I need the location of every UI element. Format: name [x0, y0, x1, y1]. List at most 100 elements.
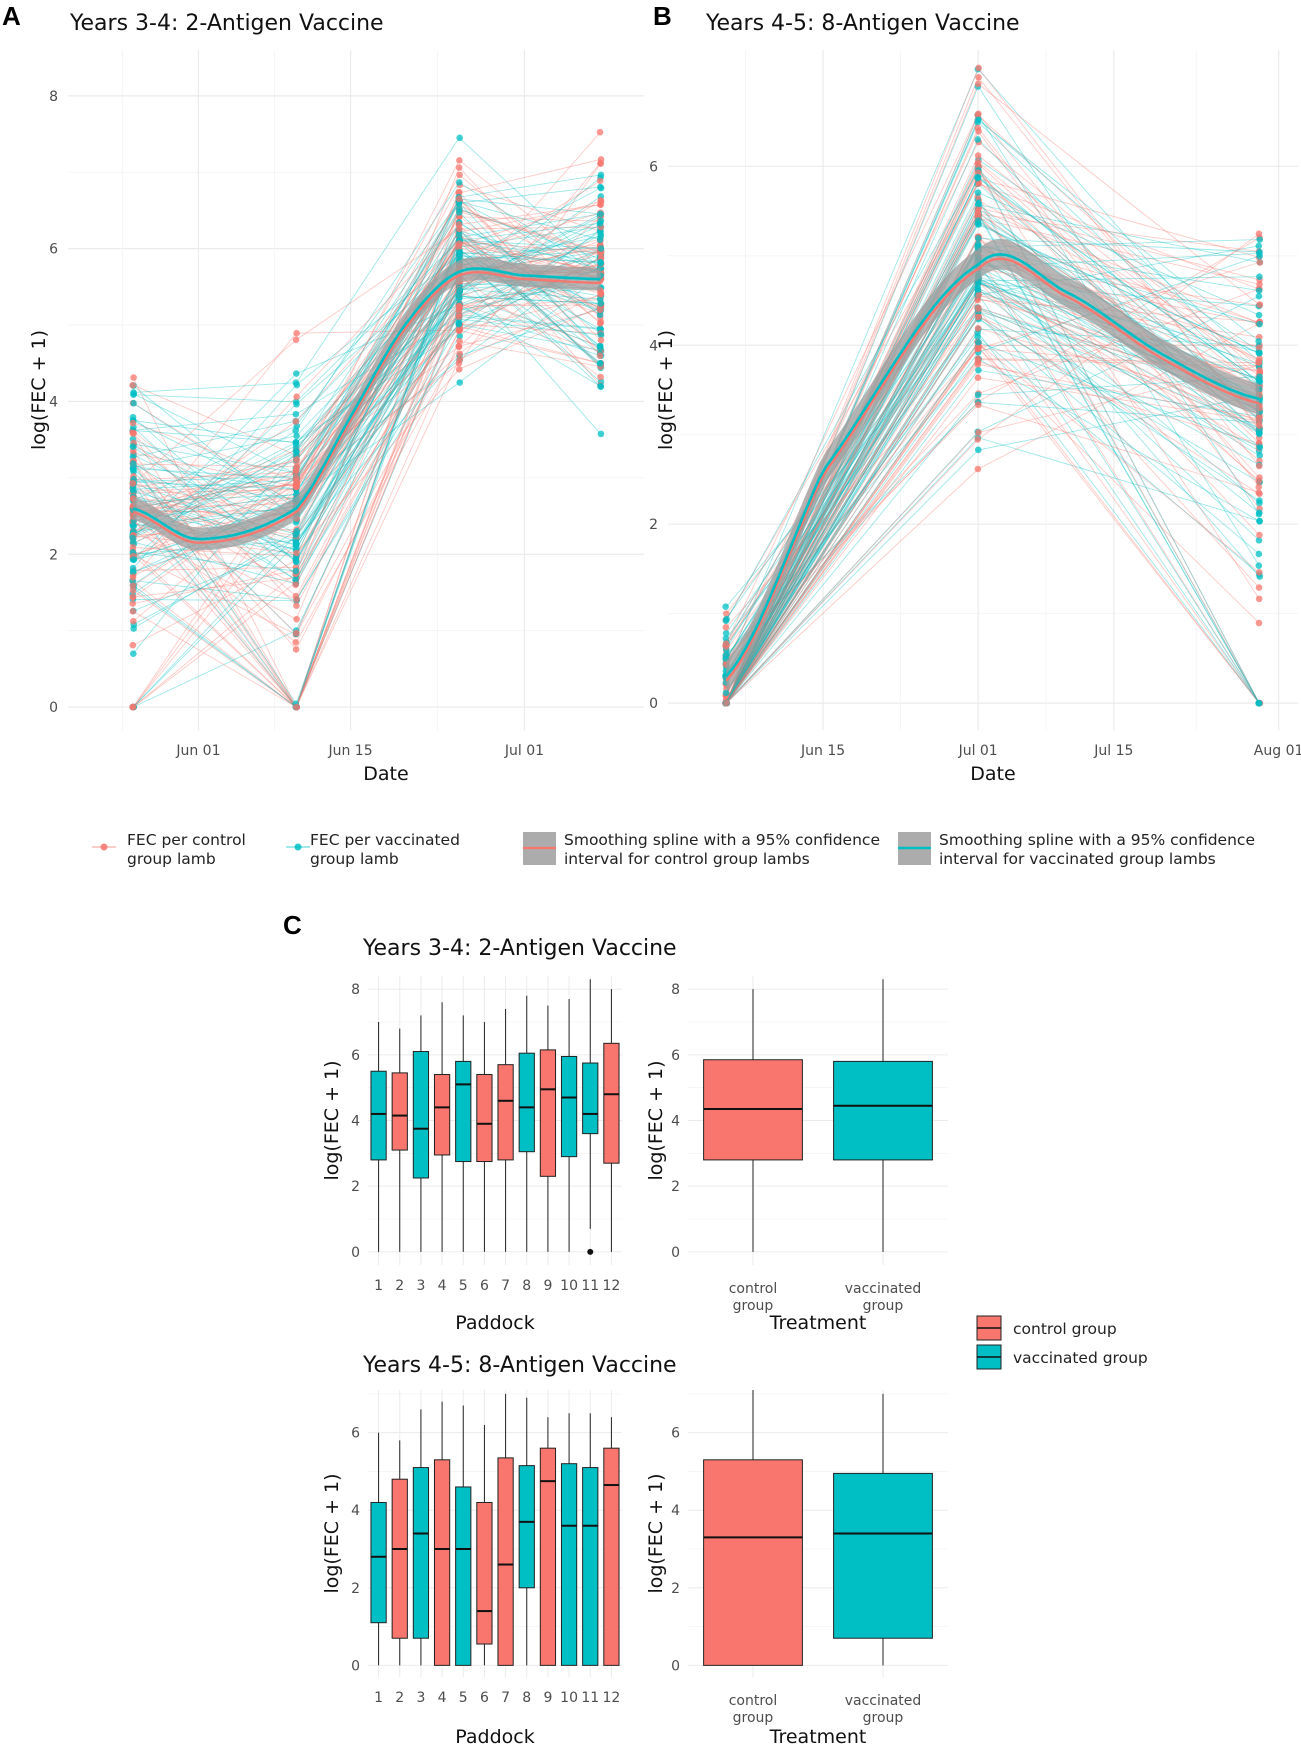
lamb-fec-point — [129, 534, 136, 542]
legend-control-point — [100, 843, 108, 851]
lamb-fec-point — [455, 221, 463, 228]
lamb-fec-point — [975, 291, 982, 299]
iqr-box — [497, 1064, 514, 1161]
lamb-fec-point — [1255, 477, 1263, 485]
lamb-trajectory-line — [132, 208, 601, 709]
lamb-trajectory-line — [132, 239, 601, 705]
lamb-fec-point — [292, 370, 300, 377]
lamb-fec-point — [292, 646, 300, 653]
legend-vacc-label-1: FEC per vaccinated — [310, 831, 460, 849]
lamb-fec-point — [292, 418, 300, 425]
lamb-trajectory-line — [725, 236, 1260, 704]
lamb-fec-point — [1255, 292, 1263, 300]
lamb-fec-point — [975, 221, 982, 228]
legend-c-vacc-label: vaccinated group — [1013, 1349, 1148, 1367]
lamb-trajectory-line — [133, 329, 601, 635]
lamb-trajectory-line — [132, 253, 601, 545]
lamb-trajectory-line — [132, 247, 601, 709]
y-tick-label: 4 — [671, 1114, 680, 1130]
y-tick-label: 6 — [351, 1426, 360, 1442]
lamb-fec-point — [129, 600, 137, 607]
y-tick-label: 4 — [649, 338, 658, 354]
x-tick-label: 8 — [522, 1278, 531, 1294]
lamb-trajectory-line — [725, 215, 1260, 704]
lamb-fec-point — [292, 581, 299, 589]
y-tick-label: 6 — [649, 159, 658, 175]
lamb-fec-point — [596, 320, 604, 327]
iqr-box — [703, 1459, 803, 1666]
lamb-fec-point — [722, 603, 729, 610]
lamb-trajectory-line — [725, 282, 1260, 704]
y-tick-label: 8 — [351, 982, 360, 998]
iqr-box — [539, 1447, 557, 1666]
lamb-fec-point — [129, 574, 137, 581]
x-tick-label: 9 — [543, 1278, 552, 1294]
lamb-fec-point — [597, 306, 604, 314]
panel-B-grid — [668, 50, 1298, 730]
iqr-box — [391, 1072, 408, 1151]
lamb-trajectory-line — [133, 250, 601, 534]
lamb-fec-point — [974, 436, 982, 443]
y-axis-title: log(FEC + 1) — [655, 330, 677, 450]
lamb-fec-point — [975, 401, 982, 409]
lamb-fec-point — [1255, 562, 1263, 570]
y-tick-label: 0 — [671, 1658, 680, 1674]
lamb-trajectory-line — [725, 236, 1260, 704]
x-tick-label: 6 — [480, 1278, 489, 1294]
x-tick-label: 8 — [522, 1690, 531, 1706]
lamb-fec-point — [1255, 422, 1263, 429]
lamb-fec-point — [974, 286, 981, 293]
lamb-fec-point — [722, 640, 730, 648]
lamb-trajectory-line — [132, 213, 601, 708]
y-tick-label: 6 — [671, 1426, 680, 1442]
panel-A-splines — [132, 257, 601, 551]
lamb-fec-point — [456, 379, 464, 386]
lamb-fec-point — [455, 319, 463, 327]
x-tick-label: 1 — [374, 1278, 383, 1294]
lamb-trajectory-line — [132, 293, 601, 709]
panel-letter-b: B — [653, 1, 672, 31]
lamb-trajectory-line — [132, 299, 601, 708]
boxplot-title: Years 4-5: 8-Antigen Vaccine — [362, 1353, 677, 1378]
lamb-trajectory-line — [133, 162, 601, 544]
lamb-fec-point — [130, 617, 137, 625]
lamb-trajectory-line — [132, 238, 601, 534]
iqr-box — [433, 1074, 451, 1156]
lamb-fec-point — [1255, 462, 1263, 470]
lamb-trajectory-line — [132, 222, 601, 709]
lamb-trajectory-line — [725, 238, 1260, 704]
lamb-fec-point — [455, 188, 463, 196]
box-11 — [582, 1413, 599, 1666]
lamb-trajectory-line — [132, 163, 601, 622]
lamb-trajectory-line — [725, 223, 1260, 704]
x-tick-label: 4 — [438, 1690, 447, 1706]
y-tick-label: 0 — [49, 700, 58, 716]
x-axis-title: Paddock — [455, 1312, 534, 1334]
lamb-trajectory-line — [133, 309, 601, 508]
x-tick-label: 3 — [416, 1278, 425, 1294]
lamb-fec-point — [1256, 367, 1264, 374]
panel-c-boxplot-8antigen-treatment: 0246controlgroupvaccinatedgroupTreatment… — [645, 1390, 948, 1748]
lamb-fec-point — [975, 366, 982, 374]
box-1 — [370, 1432, 387, 1666]
y-tick-label: 2 — [49, 547, 58, 563]
lamb-fec-point — [597, 260, 605, 267]
box-1 — [370, 1021, 387, 1252]
lamb-trajectory-line — [133, 247, 601, 547]
lamb-fec-point — [975, 338, 982, 346]
panel-letter-c: C — [283, 910, 302, 940]
y-axis-title: log(FEC + 1) — [321, 1473, 343, 1593]
lamb-fec-point — [456, 134, 463, 142]
x-axis-title: Treatment — [769, 1726, 867, 1748]
x-axis-title: Date — [970, 763, 1015, 785]
lamb-trajectory-line — [132, 254, 601, 569]
lamb-fec-point — [292, 410, 300, 418]
lamb-trajectory-line — [132, 340, 601, 709]
lamb-fec-point — [129, 486, 137, 493]
lamb-fec-point — [1255, 349, 1263, 357]
lamb-trajectory-line — [132, 177, 601, 560]
lamb-fec-point — [293, 549, 300, 557]
lamb-trajectory-line — [133, 239, 601, 403]
lamb-trajectory-line — [132, 235, 601, 509]
